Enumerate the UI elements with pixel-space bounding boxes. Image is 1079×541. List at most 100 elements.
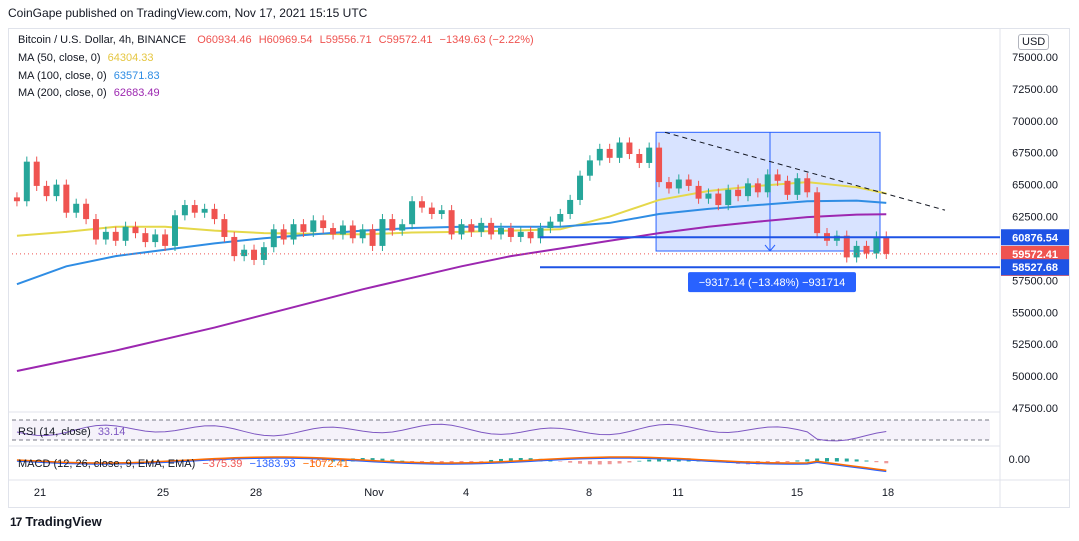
candle-body [458,224,465,235]
macd-histogram-bar [568,461,573,463]
macd-legend[interactable]: MACD (12, 26, close, 9, EMA, EMA) −375.3… [18,458,349,470]
price-tick-label: 72500.00 [1012,84,1058,96]
symbol-name[interactable]: Bitcoin / U.S. Dollar, 4h, BINANCE [18,34,187,46]
candle-body [330,228,337,235]
ma50-legend[interactable]: MA (50, close, 0) 64304.33 [18,52,154,64]
time-tick-label: 25 [157,487,169,499]
candle-body [320,220,327,229]
drawing-overlay[interactable]: −9317.14 (−13.48%) −931714 [12,131,1000,293]
candle-body [280,229,287,240]
macd-histogram-bar [785,461,790,463]
macd-histogram-bar [380,458,385,462]
candle-body [379,219,386,246]
low-label: L59556.71 [319,34,372,46]
candle-body [577,175,584,200]
price-tick-label: 65000.00 [1012,180,1058,192]
rsi-pane[interactable] [12,419,990,442]
macd-signal-line [16,456,887,472]
price-tick-label: 52500.00 [1012,339,1058,351]
change-label: −1349.63 (−2.22%) [439,34,534,46]
candle-body [448,210,455,235]
candle-body [665,182,672,189]
candle-body [231,236,238,257]
rsi-legend[interactable]: RSI (14, close) 33.14 [18,426,125,438]
macd-histogram-bar [825,458,829,462]
candle-body [142,233,149,243]
candlesticks [13,137,890,266]
candle-body [112,231,119,241]
macd-histogram-bar [400,460,405,462]
candle-body [873,236,880,254]
candle-body [675,179,682,189]
ma-line-2 [16,213,887,372]
ma100-label: MA (100, close, 0) [18,70,107,82]
macd-hist-value: −375.39 [202,458,243,470]
candle-body [339,225,346,235]
rsi-band [12,420,990,440]
macd-histogram-bar [775,461,780,464]
candle-body [369,229,376,246]
high-label: H60969.54 [258,34,313,46]
tradingview-logo[interactable]: 17 TradingView [10,514,102,529]
time-axis[interactable]: 21 25 28 Nov 4 8 11 15 18 [34,487,894,499]
candle-body [744,183,751,197]
trend-line[interactable] [664,131,946,211]
candle-body [507,228,514,237]
price-tag-label: 58527.68 [1012,262,1058,274]
macd-histogram-bar [864,460,869,462]
candle-body [764,174,771,193]
time-tick-label: Nov [364,487,384,499]
symbol-legend: Bitcoin / U.S. Dollar, 4h, BINANCE O6093… [18,34,534,46]
macd-pane[interactable] [16,456,889,473]
macd-histogram-bar [607,461,612,465]
macd-histogram-bar [321,461,326,462]
macd-histogram-bar [844,458,849,462]
macd-histogram-bar [795,460,800,462]
candle-body [251,249,258,260]
price-tag-label: 59572.41 [1012,249,1058,261]
macd-histogram-bar [647,459,652,462]
candle-body [63,184,70,213]
time-tick-label: 8 [586,487,592,499]
currency-button[interactable]: USD [1018,34,1050,50]
candle-body [23,161,30,202]
macd-histogram-bar [508,458,513,462]
candle-body [428,207,435,214]
candle-body [211,208,218,220]
candle-body [883,236,890,254]
price-tick-label: 75000.00 [1012,52,1058,64]
macd-histogram-bar [597,461,602,465]
ma100-legend[interactable]: MA (100, close, 0) 63571.83 [18,70,160,82]
candle-body [527,231,534,239]
ma200-label: MA (200, close, 0) [18,87,107,99]
price-tag-box [1001,259,1069,276]
tradingview-logo-icon: 17 [10,514,22,529]
ma200-legend[interactable]: MA (200, close, 0) 62683.49 [18,87,160,99]
publisher-line: CoinGape published on TradingView.com, N… [8,6,368,20]
candle-body [725,189,732,206]
candle-body [616,142,623,158]
macd-histogram-bar [390,459,395,462]
price-tick-label: 55000.00 [1012,307,1058,319]
macd-line-value: −1383.93 [249,458,296,470]
candle-body [537,228,544,239]
macd-label: MACD (12, 26, close, 9, EMA, EMA) [18,458,196,470]
candle-body [705,193,712,199]
measure-label-box[interactable] [688,272,856,293]
price-axis[interactable]: 75000.00 72500.00 70000.00 67500.00 65000.00… [1001,52,1069,466]
candle-body [478,222,485,232]
candle-body [201,208,208,213]
macd-histogram-bar [499,458,503,462]
candle-body [656,147,663,183]
candle-body [310,220,317,232]
candle-body [863,245,870,254]
candle-body [557,213,564,222]
open-label: O60934.46 [197,34,252,46]
macd-line [16,457,887,473]
candle-body [300,224,307,232]
candle-body [221,219,228,237]
candle-body [92,219,99,240]
price-tick-label: 62500.00 [1012,212,1058,224]
time-tick-label: 11 [672,487,683,499]
